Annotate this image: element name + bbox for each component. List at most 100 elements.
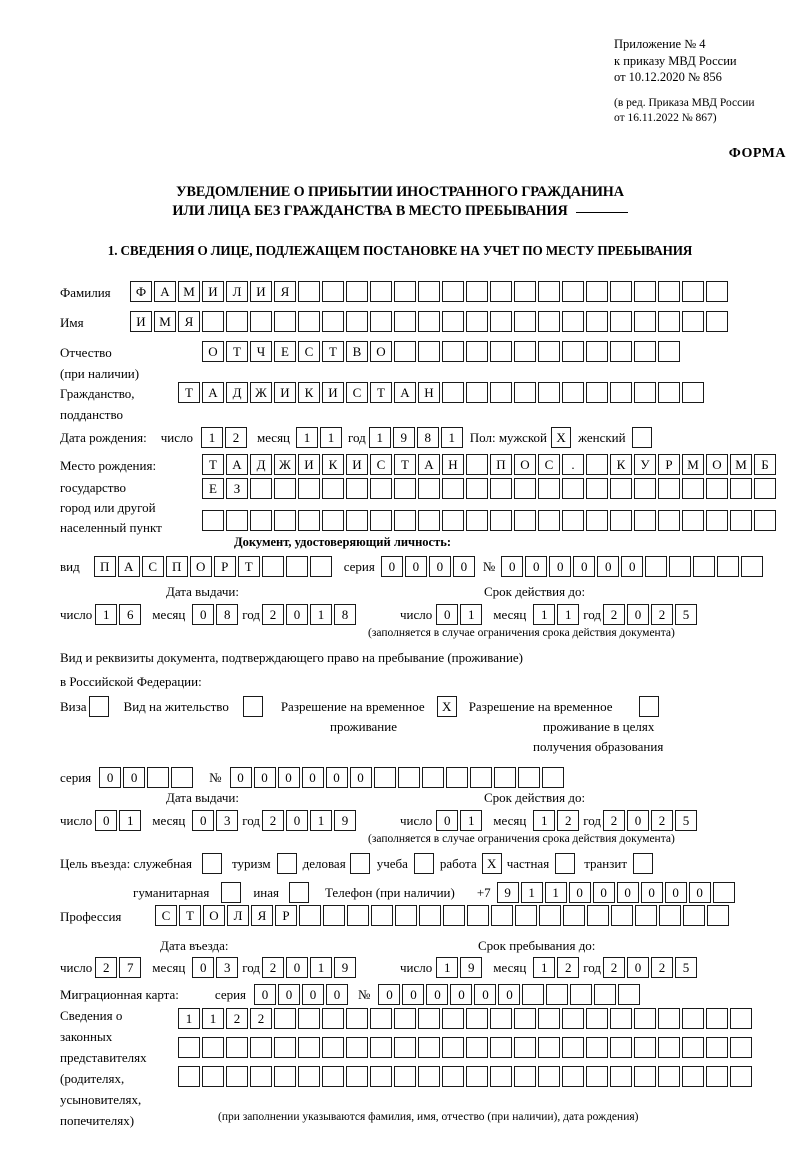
char-cell[interactable] <box>562 1066 584 1087</box>
char-cell[interactable]: 1 <box>310 957 333 978</box>
char-cell[interactable] <box>682 1008 704 1029</box>
char-cell[interactable] <box>730 510 752 531</box>
char-cell[interactable]: 0 <box>549 556 572 577</box>
char-cell[interactable]: 0 <box>286 810 309 831</box>
char-cell[interactable] <box>610 1066 632 1087</box>
char-cell[interactable]: 1 <box>520 882 543 903</box>
char-cell[interactable]: 2 <box>262 957 285 978</box>
char-cell[interactable] <box>635 905 657 926</box>
birthplace-row-3-boxes[interactable] <box>202 510 778 531</box>
char-cell[interactable]: 2 <box>262 810 285 831</box>
char-cell[interactable] <box>611 905 633 926</box>
char-cell[interactable] <box>717 556 740 577</box>
char-cell[interactable] <box>706 311 728 332</box>
char-cell[interactable]: А <box>226 454 248 475</box>
char-cell[interactable]: С <box>370 454 392 475</box>
char-cell[interactable]: 0 <box>325 767 348 788</box>
char-cell[interactable] <box>395 905 417 926</box>
char-cell[interactable] <box>322 1008 344 1029</box>
char-cell[interactable] <box>226 1037 248 1058</box>
char-cell[interactable] <box>202 1037 224 1058</box>
char-cell[interactable]: 0 <box>253 767 276 788</box>
char-cell[interactable] <box>178 1066 200 1087</box>
char-cell[interactable] <box>466 382 488 403</box>
sex-female-checkbox[interactable] <box>631 427 652 448</box>
char-cell[interactable] <box>658 510 680 531</box>
char-cell[interactable]: К <box>322 454 344 475</box>
char-cell[interactable] <box>514 510 536 531</box>
char-cell[interactable] <box>466 1037 488 1058</box>
char-cell[interactable] <box>706 478 728 499</box>
char-cell[interactable] <box>442 382 464 403</box>
char-cell[interactable] <box>418 281 440 302</box>
char-cell[interactable]: 9 <box>334 810 357 831</box>
char-cell[interactable]: 2 <box>224 427 247 448</box>
char-cell[interactable] <box>202 1066 224 1087</box>
char-cell[interactable] <box>298 478 320 499</box>
char-cell[interactable]: 8 <box>216 604 239 625</box>
char-cell[interactable]: Т <box>370 382 392 403</box>
char-cell[interactable] <box>706 1037 728 1058</box>
char-cell[interactable] <box>490 281 512 302</box>
char-cell[interactable] <box>250 510 272 531</box>
char-cell[interactable]: А <box>154 281 176 302</box>
purpose-business-checkbox[interactable] <box>349 853 370 874</box>
char-cell[interactable] <box>442 1066 464 1087</box>
char-cell[interactable]: И <box>250 281 272 302</box>
char-cell[interactable]: 0 <box>640 882 663 903</box>
char-cell[interactable]: 1 <box>95 604 118 625</box>
char-cell[interactable] <box>490 1037 512 1058</box>
char-cell[interactable]: У <box>634 454 656 475</box>
char-cell[interactable] <box>285 556 308 577</box>
char-cell[interactable]: Т <box>226 341 248 362</box>
char-cell[interactable] <box>371 905 393 926</box>
char-cell[interactable] <box>394 510 416 531</box>
char-cell[interactable] <box>370 510 392 531</box>
char-cell[interactable] <box>522 984 545 1005</box>
char-cell[interactable] <box>490 1066 512 1087</box>
char-cell[interactable]: М <box>682 454 704 475</box>
char-cell[interactable] <box>514 341 536 362</box>
char-cell[interactable] <box>538 1008 560 1029</box>
char-cell[interactable]: Е <box>274 341 296 362</box>
char-cell[interactable] <box>562 1008 584 1029</box>
char-cell[interactable]: 0 <box>436 604 459 625</box>
char-cell[interactable] <box>610 1037 632 1058</box>
char-cell[interactable]: 6 <box>119 604 142 625</box>
char-cell[interactable]: 1 <box>310 604 333 625</box>
char-cell[interactable]: И <box>130 311 152 332</box>
char-cell[interactable] <box>546 984 569 1005</box>
char-cell[interactable] <box>442 1008 464 1029</box>
char-cell[interactable] <box>466 311 488 332</box>
char-cell[interactable]: 1 <box>440 427 463 448</box>
char-cell[interactable] <box>322 281 344 302</box>
char-cell[interactable]: А <box>418 454 440 475</box>
char-cell[interactable]: 9 <box>496 882 519 903</box>
char-cell[interactable] <box>370 311 392 332</box>
char-cell[interactable] <box>610 341 632 362</box>
char-cell[interactable] <box>274 478 296 499</box>
char-cell[interactable] <box>610 311 632 332</box>
char-cell[interactable] <box>370 1066 392 1087</box>
char-cell[interactable] <box>538 281 560 302</box>
char-cell[interactable] <box>370 281 392 302</box>
char-cell[interactable] <box>658 478 680 499</box>
char-cell[interactable] <box>490 1008 512 1029</box>
char-cell[interactable] <box>442 510 464 531</box>
char-cell[interactable] <box>466 1008 488 1029</box>
char-cell[interactable]: П <box>490 454 512 475</box>
char-cell[interactable] <box>421 767 444 788</box>
char-cell[interactable]: 0 <box>426 984 449 1005</box>
char-cell[interactable]: 3 <box>216 810 239 831</box>
char-cell[interactable] <box>394 341 416 362</box>
char-cell[interactable]: С <box>538 454 560 475</box>
